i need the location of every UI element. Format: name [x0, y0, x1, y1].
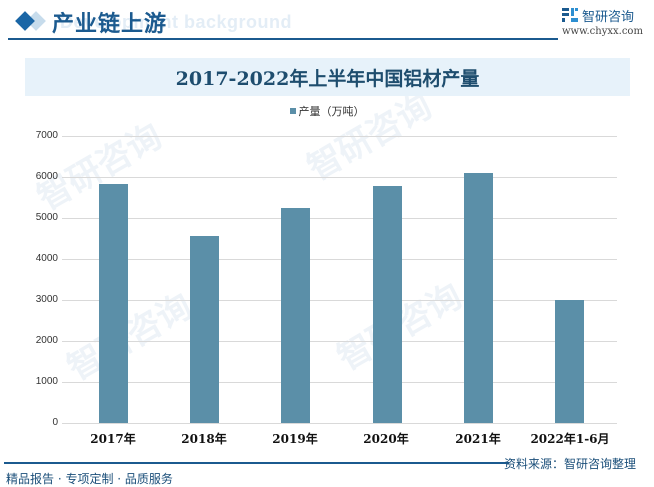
y-tick: 5000	[35, 212, 58, 223]
x-tick: 2020年	[363, 432, 409, 446]
diamond-icon	[14, 10, 46, 32]
x-tick: 2019年	[272, 432, 318, 446]
y-tick: 1000	[35, 376, 58, 387]
bar	[555, 300, 584, 423]
x-tick: 2018年	[181, 432, 227, 446]
gridline	[62, 341, 617, 342]
footer-slogan: 精品报告 · 专项定制 · 品质服务	[6, 472, 173, 486]
x-tick: 2021年	[455, 432, 501, 446]
brand-logo-icon	[562, 8, 578, 22]
bar	[464, 173, 493, 423]
legend-swatch-icon	[289, 108, 296, 114]
y-tick: 6000	[35, 171, 58, 182]
gridline	[62, 218, 617, 219]
plot-area	[62, 136, 617, 424]
brand-name: 智研咨询	[582, 9, 635, 25]
source-note: 资料来源：智研咨询整理	[504, 457, 637, 471]
footer-divider	[4, 462, 509, 464]
chart-title: 2017-2022年上半年中国铝材产量	[175, 68, 480, 90]
x-tick: 2022年1-6月	[530, 432, 610, 446]
brand: 智研咨询	[562, 7, 635, 25]
section-title: 产业链上游	[52, 11, 168, 37]
y-tick: 0	[52, 417, 58, 428]
x-tick: 2017年	[90, 432, 136, 446]
y-tick: 7000	[35, 130, 58, 141]
bar	[281, 208, 310, 423]
brand-url: www.chyxx.com	[562, 26, 643, 37]
bar	[373, 186, 402, 423]
chart-title-band: 2017-2022年上半年中国铝材产量	[25, 58, 630, 96]
y-tick: 3000	[35, 294, 58, 305]
gridline	[62, 382, 617, 383]
bar	[190, 236, 219, 423]
gridline	[62, 300, 617, 301]
gridline	[62, 136, 617, 137]
gridline	[62, 259, 617, 260]
y-tick: 4000	[35, 253, 58, 264]
bar	[99, 184, 128, 423]
header-divider	[8, 38, 558, 40]
page-header: Development background 产业链上游 智研咨询 www.ch…	[0, 0, 654, 46]
chart-legend: 产量（万吨）	[0, 103, 654, 119]
gridline	[62, 177, 617, 178]
legend-label: 产量（万吨）	[298, 105, 365, 118]
gridline	[62, 423, 617, 424]
background-ghost-text: Development background	[60, 12, 293, 32]
y-tick: 2000	[35, 335, 58, 346]
